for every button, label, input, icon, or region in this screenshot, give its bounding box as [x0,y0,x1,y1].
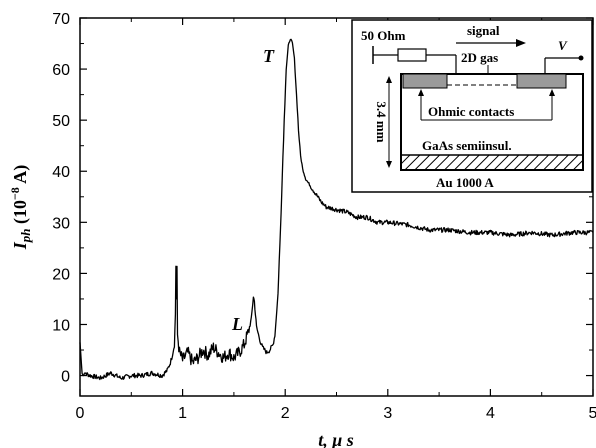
x-tick-label-2: 2 [281,405,290,422]
resistor-label: 50 Ohm [361,28,406,43]
signal-arrow-head [516,39,526,47]
x-axis-variable: t [318,430,324,448]
contacts-pointer-right-head [549,89,555,96]
y-tick-label-50: 50 [52,113,70,130]
x-axis-unit: , μ s [322,430,354,448]
gold-electrode-hatch [400,154,584,171]
x-tick-label-4: 4 [486,405,495,422]
series-line-photocurrent [79,38,594,381]
y-tick-label-40: 40 [52,164,70,181]
y-axis-unit-open: (10 [10,200,31,229]
y-axis-subscript: ph [18,229,33,244]
y-axis-unit-close: A) [10,165,31,188]
thickness-arrow-bottom [386,161,392,168]
x-tick-label-0: 0 [76,405,85,422]
contacts-pointer-left-head [418,89,424,96]
y-tick-label-20: 20 [52,266,70,283]
inset-diagram: 50 Ohm signal 2D gas V Ohmic contacts 3.… [351,19,593,193]
y-axis-variable: I [10,241,30,250]
y-tick-label-0: 0 [61,369,70,386]
peak-label-T: T [263,46,275,66]
resistor-icon [397,48,427,62]
x-tick-label-1: 1 [178,405,187,422]
thickness-label: 3.4 mm [374,101,389,142]
substrate-label: GaAs semiinsul. [422,138,512,153]
thickness-arrow-top [386,76,392,83]
voltage-label: V [558,38,568,53]
electrode-label: Au 1000 A [436,175,494,190]
x-tick-label-3: 3 [383,405,392,422]
axis-ticks [79,17,594,396]
y-tick-label-30: 30 [52,215,70,232]
contacts-label: Ohmic contacts [428,104,514,119]
ohmic-contact-left [402,73,448,89]
peak-label-L: L [231,314,243,334]
x-axis-title: t, μ s [318,430,354,448]
y-axis-exponent: −8 [8,187,22,200]
y-axis-title: Iph (10−8 A) [8,165,33,251]
y-tick-label-70: 70 [52,11,70,28]
gas-label: 2D gas [461,50,498,65]
signal-label: signal [467,23,500,38]
x-tick-label-5: 5 [589,405,596,422]
y-tick-label-10: 10 [52,317,70,334]
sample-body [400,73,584,171]
y-tick-label-60: 60 [52,62,70,79]
ohmic-contact-right [516,73,567,89]
